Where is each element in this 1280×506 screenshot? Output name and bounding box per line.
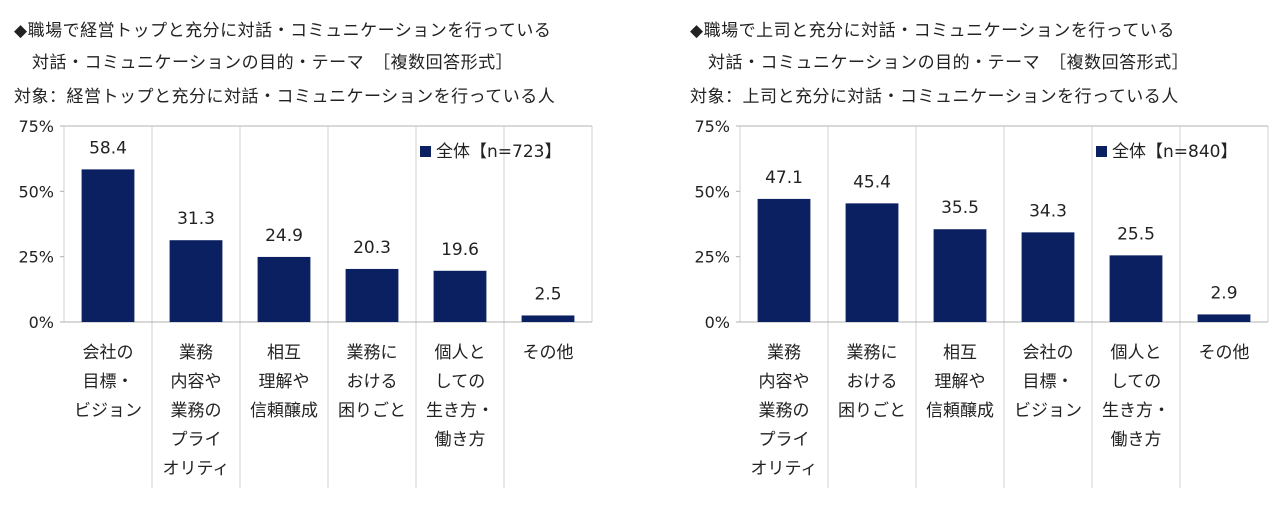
chart-target-note: 対象：経営トップと充分に対話・コミュニケーションを行っている人 (14, 87, 556, 107)
category-label: ビジョン (1014, 401, 1082, 421)
category-label: オリティ (163, 459, 230, 479)
data-label: 58.4 (89, 138, 127, 158)
data-label: 2.9 (1210, 283, 1237, 303)
chart-target-note: 対象：上司と充分に対話・コミュニケーションを行っている人 (690, 87, 1179, 107)
category-label: おける (347, 372, 398, 392)
category-label: その他 (1199, 343, 1250, 363)
category-label: 困りごと (338, 401, 406, 421)
bar (933, 229, 987, 322)
data-label: 19.6 (441, 240, 479, 260)
category-label: 業務に (847, 343, 898, 363)
data-label: 2.5 (534, 284, 561, 304)
category-label: 生き方・ (426, 401, 494, 421)
category-label: しての (435, 372, 486, 392)
category-label: 業務 (767, 343, 801, 363)
category-label: 働き方 (1111, 430, 1162, 450)
legend-swatch (420, 146, 431, 157)
chart-subtitle: 対話・コミュニケーションの目的・テーマ ［複数回答形式］ (32, 53, 514, 73)
y-tick-label: 25% (694, 248, 730, 267)
bar (845, 203, 899, 322)
category-label: 個人と (1111, 343, 1162, 363)
bar (257, 256, 311, 322)
category-label: 個人と (435, 343, 486, 363)
y-tick-label: 25% (18, 248, 54, 267)
category-label: 相互 (267, 343, 301, 363)
data-label: 47.1 (765, 168, 803, 188)
bar (1021, 232, 1075, 322)
category-label: 目標・ (1023, 372, 1074, 392)
bar (81, 169, 135, 322)
category-label: 会社の (1023, 343, 1074, 363)
category-label: 生き方・ (1102, 401, 1170, 421)
chart-panel-top-management: ◆職場で経営トップと充分に対話・コミュニケーションを行っている 対話・コミュニケ… (10, 0, 630, 506)
bar (757, 198, 811, 322)
legend-swatch (1096, 146, 1107, 157)
y-tick-label: 50% (18, 182, 54, 201)
category-label: 理解や (259, 372, 310, 392)
legend-label: 全体【n=723】 (436, 142, 561, 162)
data-label: 35.5 (941, 198, 979, 218)
category-label: 目標・ (83, 372, 134, 392)
category-label: 相互 (943, 343, 977, 363)
data-label: 31.3 (177, 209, 215, 229)
category-label: 内容や (759, 372, 810, 392)
data-label: 34.3 (1029, 201, 1067, 221)
bar (1109, 255, 1163, 322)
legend-label: 全体【n=840】 (1112, 142, 1237, 162)
category-label: オリティ (751, 459, 818, 479)
category-label: 業務 (179, 343, 213, 363)
y-tick-label: 0% (705, 313, 730, 332)
category-label: 信頼醸成 (926, 401, 994, 421)
bar (433, 270, 487, 322)
category-label: 業務の (759, 401, 810, 421)
category-label: 困りごと (838, 401, 906, 421)
y-tick-label: 75% (18, 117, 54, 136)
bar (169, 240, 223, 322)
category-label: プライ (759, 430, 810, 450)
category-label: 信頼醸成 (250, 401, 318, 421)
y-tick-label: 0% (29, 313, 54, 332)
y-tick-label: 50% (694, 182, 730, 201)
category-label: しての (1111, 372, 1162, 392)
category-label: 理解や (935, 372, 986, 392)
category-label: 働き方 (435, 430, 486, 450)
bar (521, 315, 575, 322)
data-label: 20.3 (353, 238, 391, 258)
chart-subtitle: 対話・コミュニケーションの目的・テーマ ［複数回答形式］ (708, 53, 1190, 73)
category-label: おける (847, 372, 898, 392)
data-label: 24.9 (265, 226, 303, 246)
category-label: 内容や (171, 372, 222, 392)
data-label: 25.5 (1117, 224, 1155, 244)
data-label: 45.4 (853, 172, 891, 192)
category-label: 会社の (83, 343, 134, 363)
chart-panel-supervisor: ◆職場で上司と充分に対話・コミュニケーションを行っている 対話・コミュニケーショ… (686, 0, 1280, 506)
chart-title: ◆職場で上司と充分に対話・コミュニケーションを行っている (690, 21, 1175, 41)
chart-title: ◆職場で経営トップと充分に対話・コミュニケーションを行っている (14, 21, 552, 41)
y-tick-label: 75% (694, 117, 730, 136)
category-label: 業務に (347, 343, 398, 363)
category-label: プライ (171, 430, 222, 450)
bar (1197, 314, 1251, 322)
bar (345, 268, 399, 322)
category-label: ビジョン (74, 401, 142, 421)
category-label: その他 (523, 343, 574, 363)
category-label: 業務の (171, 401, 222, 421)
